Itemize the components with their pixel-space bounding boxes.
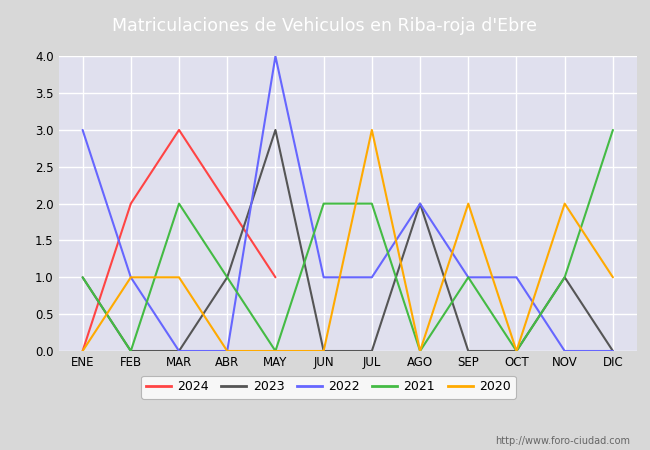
Text: Matriculaciones de Vehiculos en Riba-roja d'Ebre: Matriculaciones de Vehiculos en Riba-roj… — [112, 17, 538, 35]
Text: http://www.foro-ciudad.com: http://www.foro-ciudad.com — [495, 436, 630, 446]
Legend: 2024, 2023, 2022, 2021, 2020: 2024, 2023, 2022, 2021, 2020 — [141, 375, 515, 399]
